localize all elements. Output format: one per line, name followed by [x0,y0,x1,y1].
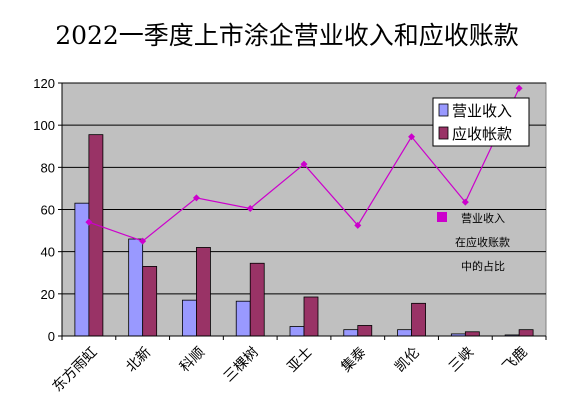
ratio-point [461,198,469,206]
annotation-line-2: 在应收账款 [455,235,510,249]
legend-box [432,97,530,147]
chart-title: 2022一季度上市涂企营业收入和应收账款 [55,21,519,50]
axes [58,82,547,340]
y-tick-label: 80 [41,160,55,175]
x-category-label: 科顺 [177,344,208,375]
legend-swatch-revenue [438,103,449,117]
y-tick-label: 120 [33,76,55,91]
y-tick-label: 100 [33,118,55,133]
bar-revenue [128,238,144,337]
bar-revenue [397,329,412,337]
x-category-label: 东方雨虹 [50,344,101,395]
y-tick-labels: 0 20 40 60 80 100 120 [33,76,55,344]
x-category-label: 集泰 [338,344,370,376]
y-tick-label: 20 [41,287,55,302]
ratio-point [408,133,416,141]
annotation-line-1: 营业收入 [461,211,505,225]
y-tick-label: 0 [48,329,55,344]
y-tick-label: 40 [41,245,55,260]
bar-revenue [235,300,251,337]
bar-receivables [464,331,480,337]
x-category-label: 北新 [123,344,154,375]
legend: 营业收入 应收帐款 [432,97,530,147]
bars [74,134,534,337]
annotation-marker [437,212,447,222]
bar-receivables [518,329,534,337]
legend-swatch-receivables [438,126,449,140]
x-category-label: 三峡 [446,344,477,375]
x-category-label: 三棵树 [221,344,262,385]
annotation-line-3: 中的占比 [461,259,505,273]
ratio-line [85,84,523,245]
ratio-point [300,160,308,168]
bar-receivables [411,302,426,337]
ratio-point [192,194,200,202]
ratio-point [515,84,523,92]
bar-revenue [182,299,197,337]
x-category-labels: 东方雨虹 北新 科顺 三棵树 亚士 集泰 凯伦 三峡 飞鹿 [50,344,531,396]
bar-receivables [357,325,373,337]
bar-receivables [88,134,104,337]
bar-receivables [249,262,265,337]
ratio-point [85,218,93,226]
x-category-label: 凯伦 [392,344,423,375]
bar-revenue [343,329,359,337]
legend-label-revenue: 营业收入 [452,102,512,120]
ratio-point [354,221,362,229]
x-category-label: 亚士 [284,344,315,375]
y-tick-label: 60 [41,203,55,218]
bar-receivables [196,247,211,337]
x-category-label: 飞鹿 [499,344,531,376]
ratio-point [139,237,147,245]
bar-revenue [289,326,305,337]
ratio-point [246,204,254,212]
legend-label-receivables: 应收帐款 [452,125,512,143]
bar-receivables [303,296,319,337]
bar-receivables [142,266,158,337]
line-series-annotation: 营业收入 在应收账款 中的占比 [437,211,510,273]
